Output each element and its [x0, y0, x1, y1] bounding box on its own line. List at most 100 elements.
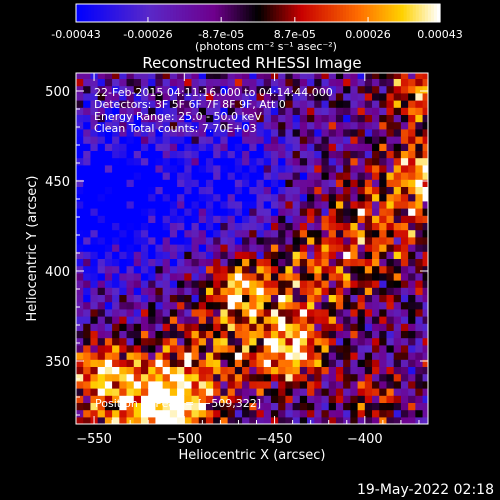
heatmap-cell: [256, 409, 265, 418]
heatmap-cell: [307, 78, 315, 87]
heatmap-cell: [386, 208, 395, 216]
heatmap-cell: [422, 107, 428, 115]
heatmap-cell: [415, 294, 424, 303]
heatmap-cell: [270, 85, 279, 94]
heatmap-cell: [307, 222, 315, 231]
heatmap-cell: [227, 323, 236, 331]
heatmap-cell: [422, 78, 428, 87]
heatmap-cell: [148, 128, 157, 137]
heatmap-cell: [184, 114, 193, 123]
heatmap-cell: [162, 330, 171, 339]
heatmap-cell: [220, 172, 229, 180]
heatmap-cell: [198, 301, 207, 310]
heatmap-cell: [184, 229, 193, 238]
heatmap-cell: [386, 258, 395, 267]
heatmap-cell: [83, 323, 92, 331]
heatmap-cell: [169, 236, 178, 245]
heatmap-cell: [256, 92, 265, 101]
heatmap-cell: [408, 229, 416, 238]
heatmap-cell: [314, 330, 323, 339]
heatmap-cell: [155, 92, 164, 101]
heatmap-cell: [270, 244, 279, 252]
colorbar-swatch: [88, 4, 92, 22]
heatmap-cell: [292, 294, 301, 303]
heatmap-cell: [198, 143, 207, 151]
heatmap-cell: [162, 164, 171, 173]
heatmap-cell: [90, 366, 99, 375]
heatmap-cell: [415, 251, 424, 259]
heatmap-cell: [343, 308, 351, 317]
heatmap-cell: [234, 215, 243, 223]
heatmap-cell: [328, 287, 337, 295]
heatmap-cell: [335, 280, 344, 288]
heatmap-cell: [112, 280, 120, 288]
heatmap-cell: [242, 359, 250, 367]
chart-title: Reconstructed RHESSI Image: [142, 54, 361, 72]
heatmap-cell: [133, 164, 142, 173]
heatmap-cell: [357, 186, 366, 195]
heatmap-cell: [234, 272, 243, 281]
heatmap-cell: [148, 172, 157, 180]
heatmap-cell: [104, 78, 113, 87]
heatmap-cell: [292, 143, 301, 151]
heatmap-cell: [249, 258, 258, 267]
heatmap-cell: [256, 143, 265, 151]
heatmap-cell: [335, 251, 344, 259]
heatmap-cell: [227, 208, 236, 216]
heatmap-cell: [335, 200, 344, 209]
heatmap-cell: [242, 73, 250, 79]
heatmap-cell: [256, 316, 265, 324]
heatmap-cell: [379, 251, 388, 259]
heatmap-cell: [328, 251, 337, 259]
heatmap-cell: [422, 330, 428, 339]
heatmap-cell: [76, 366, 84, 375]
heatmap-cell: [220, 330, 229, 339]
heatmap-cell: [234, 100, 243, 108]
heatmap-cell: [400, 236, 409, 245]
heatmap-cell: [155, 229, 164, 238]
heatmap-cell: [335, 157, 344, 166]
heatmap-cell: [285, 316, 294, 324]
heatmap-cell: [278, 193, 286, 202]
heatmap-cell: [97, 395, 106, 403]
heatmap-cell: [198, 380, 207, 389]
heatmap-cell: [169, 323, 178, 331]
heatmap-cell: [198, 136, 207, 144]
heatmap-cell: [169, 229, 178, 238]
heatmap-cell: [314, 164, 323, 173]
heatmap-cell: [307, 388, 315, 396]
heatmap-cell: [184, 402, 193, 411]
heatmap-cell: [242, 164, 250, 173]
heatmap-cell: [155, 416, 164, 424]
heatmap-cell: [234, 359, 243, 367]
heatmap-cell: [379, 272, 388, 281]
colorbar-swatch: [245, 4, 250, 22]
heatmap-cell: [263, 265, 272, 274]
heatmap-cell: [177, 388, 185, 396]
heatmap-cell: [270, 136, 279, 144]
heatmap-cell: [343, 344, 351, 353]
heatmap-cell: [379, 287, 388, 295]
heatmap-cell: [90, 236, 99, 245]
heatmap-cell: [335, 301, 344, 310]
heatmap-cell: [299, 157, 308, 166]
heatmap-cell: [379, 294, 388, 303]
heatmap-cell: [328, 258, 337, 267]
heatmap-cell: [249, 272, 258, 281]
heatmap-cell: [343, 208, 351, 216]
heatmap-cell: [263, 316, 272, 324]
heatmap-cell: [83, 366, 92, 375]
heatmap-cell: [343, 136, 351, 144]
heatmap-cell: [278, 344, 286, 353]
heatmap-cell: [285, 294, 294, 303]
colorbar-swatch: [170, 4, 174, 22]
heatmap-cell: [169, 172, 178, 180]
heatmap-cell: [285, 301, 294, 310]
heatmap-cell: [184, 251, 193, 259]
x-tick-label: −400: [347, 432, 383, 447]
heatmap-cell: [328, 236, 337, 245]
heatmap-cell: [364, 352, 373, 360]
heatmap-cell: [299, 294, 308, 303]
heatmap-cell: [350, 409, 359, 418]
heatmap-cell: [198, 388, 207, 396]
